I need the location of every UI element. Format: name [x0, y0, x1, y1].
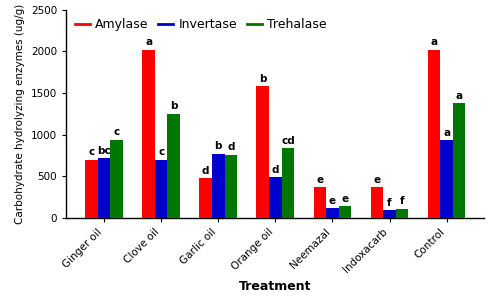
Text: e: e [373, 175, 381, 185]
Text: e: e [329, 196, 336, 205]
Bar [269, 177, 282, 218]
Bar [314, 187, 326, 218]
Bar [428, 50, 441, 218]
Bar [98, 158, 110, 218]
Bar [326, 208, 339, 218]
Bar [110, 140, 123, 218]
Bar [85, 160, 98, 218]
Text: d: d [227, 142, 235, 152]
Bar [453, 103, 466, 218]
Text: c: c [158, 147, 164, 157]
Text: f: f [387, 198, 392, 208]
Bar [282, 148, 294, 218]
Text: e: e [316, 175, 323, 185]
Bar [168, 114, 180, 218]
Text: d: d [271, 165, 279, 175]
Text: e: e [342, 194, 348, 204]
Text: f: f [400, 196, 404, 206]
Y-axis label: Carbohydrate hydrolyzing enzymes (ug/g): Carbohydrate hydrolyzing enzymes (ug/g) [15, 4, 25, 224]
Bar [256, 86, 269, 218]
Bar [396, 209, 408, 218]
Text: b: b [259, 74, 267, 84]
X-axis label: Treatment: Treatment [239, 280, 312, 293]
Bar [441, 140, 453, 218]
Text: b: b [170, 101, 177, 112]
Text: c: c [88, 147, 95, 157]
Bar [199, 178, 212, 218]
Bar [339, 206, 351, 218]
Bar [212, 154, 224, 218]
Legend: Amylase, Invertase, Trehalase: Amylase, Invertase, Trehalase [73, 16, 329, 34]
Bar [142, 50, 155, 218]
Text: a: a [145, 37, 152, 47]
Bar [383, 210, 396, 218]
Text: b: b [215, 141, 222, 151]
Text: a: a [456, 91, 463, 100]
Bar [155, 160, 168, 218]
Bar [370, 187, 383, 218]
Text: bc: bc [97, 146, 111, 155]
Text: d: d [202, 166, 209, 176]
Text: a: a [443, 128, 450, 138]
Text: a: a [431, 37, 438, 47]
Text: cd: cd [281, 135, 295, 146]
Text: c: c [114, 127, 120, 137]
Bar [224, 155, 237, 218]
